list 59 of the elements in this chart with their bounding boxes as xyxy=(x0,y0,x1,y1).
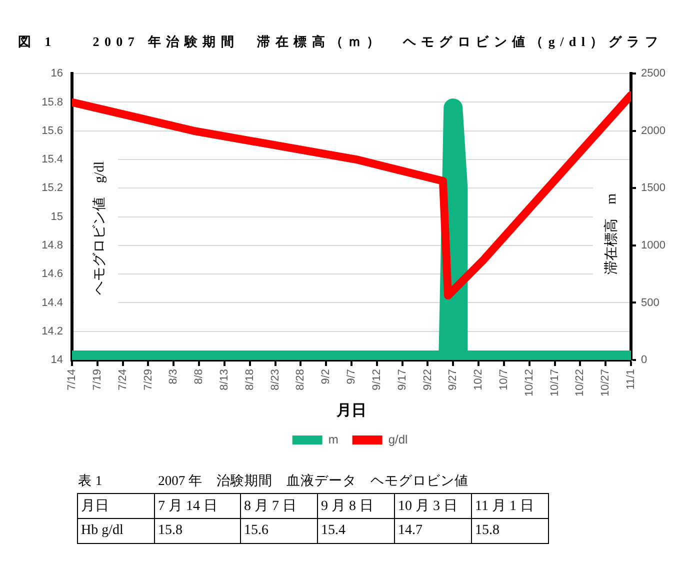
x-tick-label: 8/3 xyxy=(168,369,180,384)
category-label: 9 月 8 日 xyxy=(318,494,394,518)
data-label: 15.4 xyxy=(318,518,394,544)
y-tick-label: 16 xyxy=(50,68,63,80)
x-tick-label: 7/19 xyxy=(91,369,104,390)
y-tick-label: 15.8 xyxy=(42,96,63,108)
x-tick-label: 10/17 xyxy=(548,369,561,397)
x-tick-label: 8/8 xyxy=(193,369,206,384)
y-tick-label: 14 xyxy=(50,354,63,366)
category-label: 11 月 1 日 xyxy=(472,494,548,518)
y-tick-label: 15 xyxy=(50,210,63,223)
x-tick-label: 9/27 xyxy=(447,369,460,390)
y-tick-label: 14.2 xyxy=(42,325,63,338)
x-tick-label: 9/12 xyxy=(370,369,383,390)
x-tick-label: 7/14 xyxy=(66,369,78,390)
category-label: 7 月 14 日 xyxy=(154,494,240,518)
legend-label: m xyxy=(328,432,338,446)
y-tick-label: 14.8 xyxy=(42,239,63,252)
y2-tick-label: 2000 xyxy=(641,124,666,137)
y2-tick-label: 500 xyxy=(641,296,660,309)
x-tick-label: 11/1 xyxy=(625,369,638,390)
y2-axis-title: 滞在標高 m xyxy=(604,193,620,274)
x-tick-label: 8/13 xyxy=(218,369,230,390)
x-axis-title: 月日 xyxy=(336,402,366,419)
y-axis-title: ヘモグロビン値 g/dl xyxy=(92,161,108,296)
y2-tick-label: 1500 xyxy=(641,182,666,194)
y-tick-label: 15.4 xyxy=(42,154,63,166)
x-tick-label: 10/2 xyxy=(472,369,485,390)
y-tick-label: 15.6 xyxy=(42,124,63,137)
text: 表 1 2007 年 治験期間 血液データ ヘモグロビン値 xyxy=(78,472,468,490)
legend-label: g/dl xyxy=(388,432,408,446)
y-tick-label: 15.2 xyxy=(42,182,63,194)
data-label: 15.8 xyxy=(154,518,240,544)
chart-title: 図 1 2007 年治験期間 滞在標高（ｍ） ヘモグロビン値（g/dl）グラフ xyxy=(18,33,663,51)
data-label: 15.6 xyxy=(240,518,318,544)
y-tick-label: 14.4 xyxy=(42,296,63,309)
text: Hb g/dl xyxy=(78,518,154,544)
x-tick-label: 8/23 xyxy=(269,369,282,390)
x-tick-label: 9/7 xyxy=(346,369,358,384)
x-tick-label: 10/27 xyxy=(600,369,612,397)
x-tick-label: 9/17 xyxy=(396,369,408,390)
y2-tick-label: 2500 xyxy=(641,68,666,80)
data-label: 15.8 xyxy=(472,518,548,544)
x-tick-label: 7/29 xyxy=(142,369,154,390)
y-tick-label: 14.6 xyxy=(42,268,63,280)
category-label: 10 月 3 日 xyxy=(394,494,472,518)
x-tick-label: 10/12 xyxy=(523,369,536,397)
x-tick-label: 10/22 xyxy=(574,369,586,397)
x-tick-label: 7/24 xyxy=(116,369,129,390)
data-label: 14.7 xyxy=(394,518,472,544)
x-tick-label: 10/7 xyxy=(498,369,510,390)
x-tick-label: 8/28 xyxy=(294,369,307,390)
x-tick-label: 9/22 xyxy=(422,369,434,390)
x-tick-label: 8/18 xyxy=(244,369,256,390)
category-label: 8 月 7 日 xyxy=(240,494,318,518)
x-tick-label: 9/2 xyxy=(320,369,332,384)
text: 月日 xyxy=(78,494,154,518)
y2-tick-label: 1000 xyxy=(641,239,666,252)
y2-tick-label: 0 xyxy=(641,354,648,366)
